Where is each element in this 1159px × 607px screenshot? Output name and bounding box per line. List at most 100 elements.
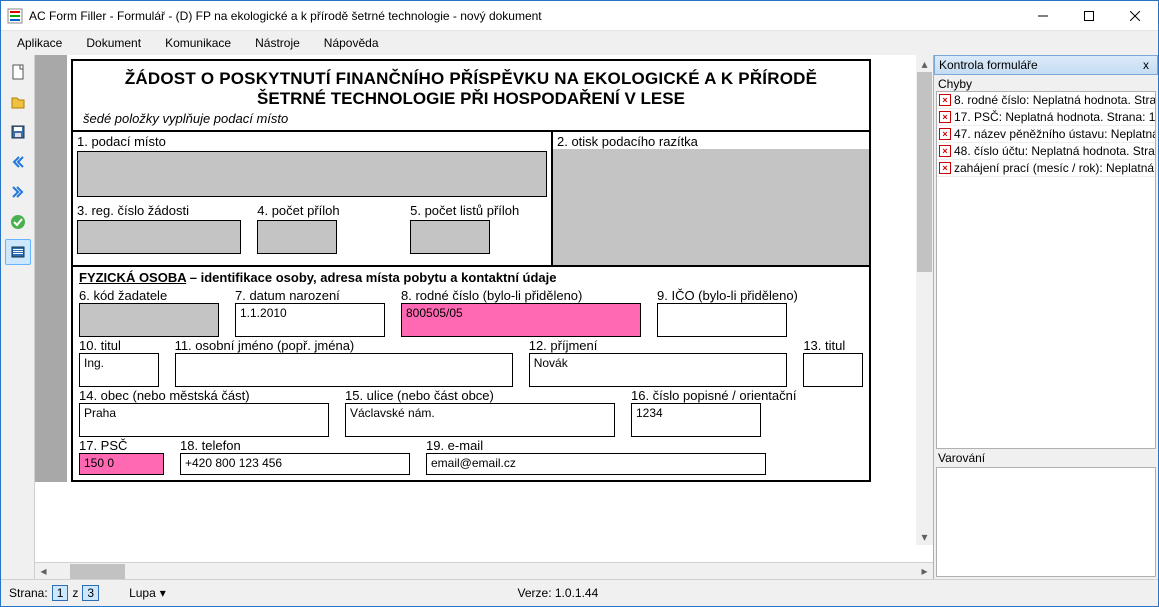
prev-page-button[interactable] bbox=[5, 149, 31, 175]
field-f9[interactable] bbox=[657, 303, 787, 337]
error-item[interactable]: ×8. rodné číslo: Neplatná hodnota. Stran… bbox=[937, 92, 1155, 109]
field-f6[interactable] bbox=[79, 303, 219, 337]
page-indicator: Strana: 1 z 3 bbox=[9, 585, 99, 601]
field-f15[interactable]: Václavské nám. bbox=[345, 403, 615, 437]
titlebar: AC Form Filler - Formulář - (D) FP na ek… bbox=[1, 1, 1158, 31]
label-f18: 18. telefon bbox=[180, 438, 410, 453]
field-f16[interactable]: 1234 bbox=[631, 403, 761, 437]
error-icon: × bbox=[939, 128, 951, 140]
menu-napoveda[interactable]: Nápověda bbox=[314, 33, 389, 53]
field-f5[interactable] bbox=[410, 220, 490, 254]
page-current[interactable]: 1 bbox=[52, 585, 69, 601]
label-f19: 19. e-mail bbox=[426, 438, 766, 453]
error-item[interactable]: ×47. název pěněžního ústavu: Neplatná ..… bbox=[937, 126, 1155, 143]
scroll-left-icon[interactable]: ◂ bbox=[35, 563, 52, 580]
maximize-button[interactable] bbox=[1066, 1, 1112, 31]
error-item[interactable]: ×48. číslo účtu: Neplatná hodnota. Stran… bbox=[937, 143, 1155, 160]
label-f8: 8. rodné číslo (bylo-li přiděleno) bbox=[401, 288, 641, 303]
validation-panel-close[interactable]: x bbox=[1139, 58, 1153, 72]
label-f14: 14. obec (nebo městská část) bbox=[79, 388, 329, 403]
validation-panel-titlebar: Kontrola formuláře x bbox=[934, 55, 1158, 75]
label-f17: 17. PSČ bbox=[79, 438, 164, 453]
label-f4: 4. počet příloh bbox=[257, 203, 394, 218]
field-f14[interactable]: Praha bbox=[79, 403, 329, 437]
label-f15: 15. ulice (nebo část obce) bbox=[345, 388, 615, 403]
horizontal-scrollbar[interactable]: ◂ ▸ bbox=[35, 562, 933, 579]
error-icon: × bbox=[939, 145, 951, 157]
save-button[interactable] bbox=[5, 119, 31, 145]
view-button[interactable] bbox=[5, 239, 31, 265]
window-title: AC Form Filler - Formulář - (D) FP na ek… bbox=[29, 9, 1020, 23]
new-doc-button[interactable] bbox=[5, 59, 31, 85]
left-toolbar bbox=[1, 55, 35, 579]
label-f1: 1. podací místo bbox=[77, 134, 547, 149]
scroll-down-icon[interactable]: ▾ bbox=[916, 528, 933, 545]
app-icon bbox=[7, 8, 23, 24]
open-button[interactable] bbox=[5, 89, 31, 115]
menubar: Aplikace Dokument Komunikace Nástroje Ná… bbox=[1, 31, 1158, 55]
app-window: AC Form Filler - Formulář - (D) FP na ek… bbox=[0, 0, 1159, 607]
form-title-line1: ŽÁDOST O POSKYTNUTÍ FINANČNÍHO PŘÍSPĚVKU… bbox=[83, 69, 859, 89]
window-buttons bbox=[1020, 1, 1158, 31]
label-f2: 2. otisk podacího razítka bbox=[557, 134, 865, 149]
validation-panel: Kontrola formuláře x Chyby ×8. rodné čís… bbox=[933, 55, 1158, 579]
label-f12: 12. příjmení bbox=[529, 338, 788, 353]
label-f7: 7. datum narození bbox=[235, 288, 385, 303]
warning-list[interactable] bbox=[936, 467, 1156, 577]
label-f3: 3. reg. číslo žádosti bbox=[77, 203, 241, 218]
scroll-right-icon[interactable]: ▸ bbox=[916, 563, 933, 580]
menu-komunikace[interactable]: Komunikace bbox=[155, 33, 241, 53]
label-f5: 5. počet listů příloh bbox=[410, 203, 547, 218]
error-item[interactable]: ×zahájení prací (mesíc / rok): Neplatná … bbox=[937, 160, 1155, 177]
error-icon: × bbox=[939, 94, 951, 106]
field-f12[interactable]: Novák bbox=[529, 353, 788, 387]
label-f10: 10. titul bbox=[79, 338, 159, 353]
menu-aplikace[interactable]: Aplikace bbox=[7, 33, 72, 53]
warnings-label: Varování bbox=[934, 449, 1158, 465]
field-f18[interactable]: +420 800 123 456 bbox=[180, 453, 410, 475]
zoom-menu[interactable]: Lupa ▾ bbox=[129, 586, 166, 600]
field-f17[interactable]: 150 0 bbox=[79, 453, 164, 475]
scroll-thumb[interactable] bbox=[917, 72, 932, 272]
statusbar: Strana: 1 z 3 Lupa ▾ Verze: 1.0.1.44 bbox=[1, 579, 1158, 606]
form-subtitle: šedé položky vyplňuje podací místo bbox=[83, 111, 859, 126]
label-f6: 6. kód žadatele bbox=[79, 288, 219, 303]
error-icon: × bbox=[939, 162, 951, 174]
errors-label: Chyby bbox=[934, 75, 1158, 91]
scroll-up-icon[interactable]: ▴ bbox=[916, 55, 933, 72]
field-f2[interactable] bbox=[553, 149, 869, 265]
label-f16: 16. číslo popisné / orientační bbox=[631, 388, 863, 403]
label-f9: 9. IČO (bylo-li přiděleno) bbox=[657, 288, 863, 303]
field-f3[interactable] bbox=[77, 220, 241, 254]
form-title-line2: ŠETRNÉ TECHNOLOGIE PŘI HOSPODAŘENÍ V LES… bbox=[83, 89, 859, 109]
error-item[interactable]: ×17. PSČ: Neplatná hodnota. Strana: 1 bbox=[937, 109, 1155, 126]
document-area: ŽÁDOST O POSKYTNUTÍ FINANČNÍHO PŘÍSPĚVKU… bbox=[35, 55, 933, 579]
close-button[interactable] bbox=[1112, 1, 1158, 31]
field-f19[interactable]: email@email.cz bbox=[426, 453, 766, 475]
field-f13[interactable] bbox=[803, 353, 863, 387]
hscroll-thumb[interactable] bbox=[70, 564, 125, 579]
field-f11[interactable] bbox=[175, 353, 513, 387]
field-f4[interactable] bbox=[257, 220, 337, 254]
field-f10[interactable]: Ing. bbox=[79, 353, 159, 387]
vertical-scrollbar[interactable]: ▴ ▾ bbox=[916, 55, 933, 545]
page-total[interactable]: 3 bbox=[82, 585, 99, 601]
error-list[interactable]: ×8. rodné číslo: Neplatná hodnota. Stran… bbox=[936, 91, 1156, 449]
field-f8[interactable]: 800505/05 bbox=[401, 303, 641, 337]
field-f1[interactable] bbox=[77, 151, 547, 197]
document-scroll[interactable]: ŽÁDOST O POSKYTNUTÍ FINANČNÍHO PŘÍSPĚVKU… bbox=[35, 55, 933, 482]
menu-nastroje[interactable]: Nástroje bbox=[245, 33, 310, 53]
label-f11: 11. osobní jméno (popř. jména) bbox=[175, 338, 513, 353]
next-page-button[interactable] bbox=[5, 179, 31, 205]
label-f13: 13. titul bbox=[803, 338, 863, 353]
main-area: ŽÁDOST O POSKYTNUTÍ FINANČNÍHO PŘÍSPĚVKU… bbox=[1, 55, 1158, 579]
check-button[interactable] bbox=[5, 209, 31, 235]
validation-panel-title: Kontrola formuláře bbox=[939, 58, 1139, 72]
error-icon: × bbox=[939, 111, 951, 123]
version-label: Verze: 1.0.1.44 bbox=[166, 586, 950, 600]
minimize-button[interactable] bbox=[1020, 1, 1066, 31]
field-f7[interactable]: 1.1.2010 bbox=[235, 303, 385, 337]
form-page: ŽÁDOST O POSKYTNUTÍ FINANČNÍHO PŘÍSPĚVKU… bbox=[71, 59, 871, 482]
menu-dokument[interactable]: Dokument bbox=[76, 33, 151, 53]
section-fyzicka: FYZICKÁ OSOBA – identifikace osoby, adre… bbox=[73, 267, 869, 288]
